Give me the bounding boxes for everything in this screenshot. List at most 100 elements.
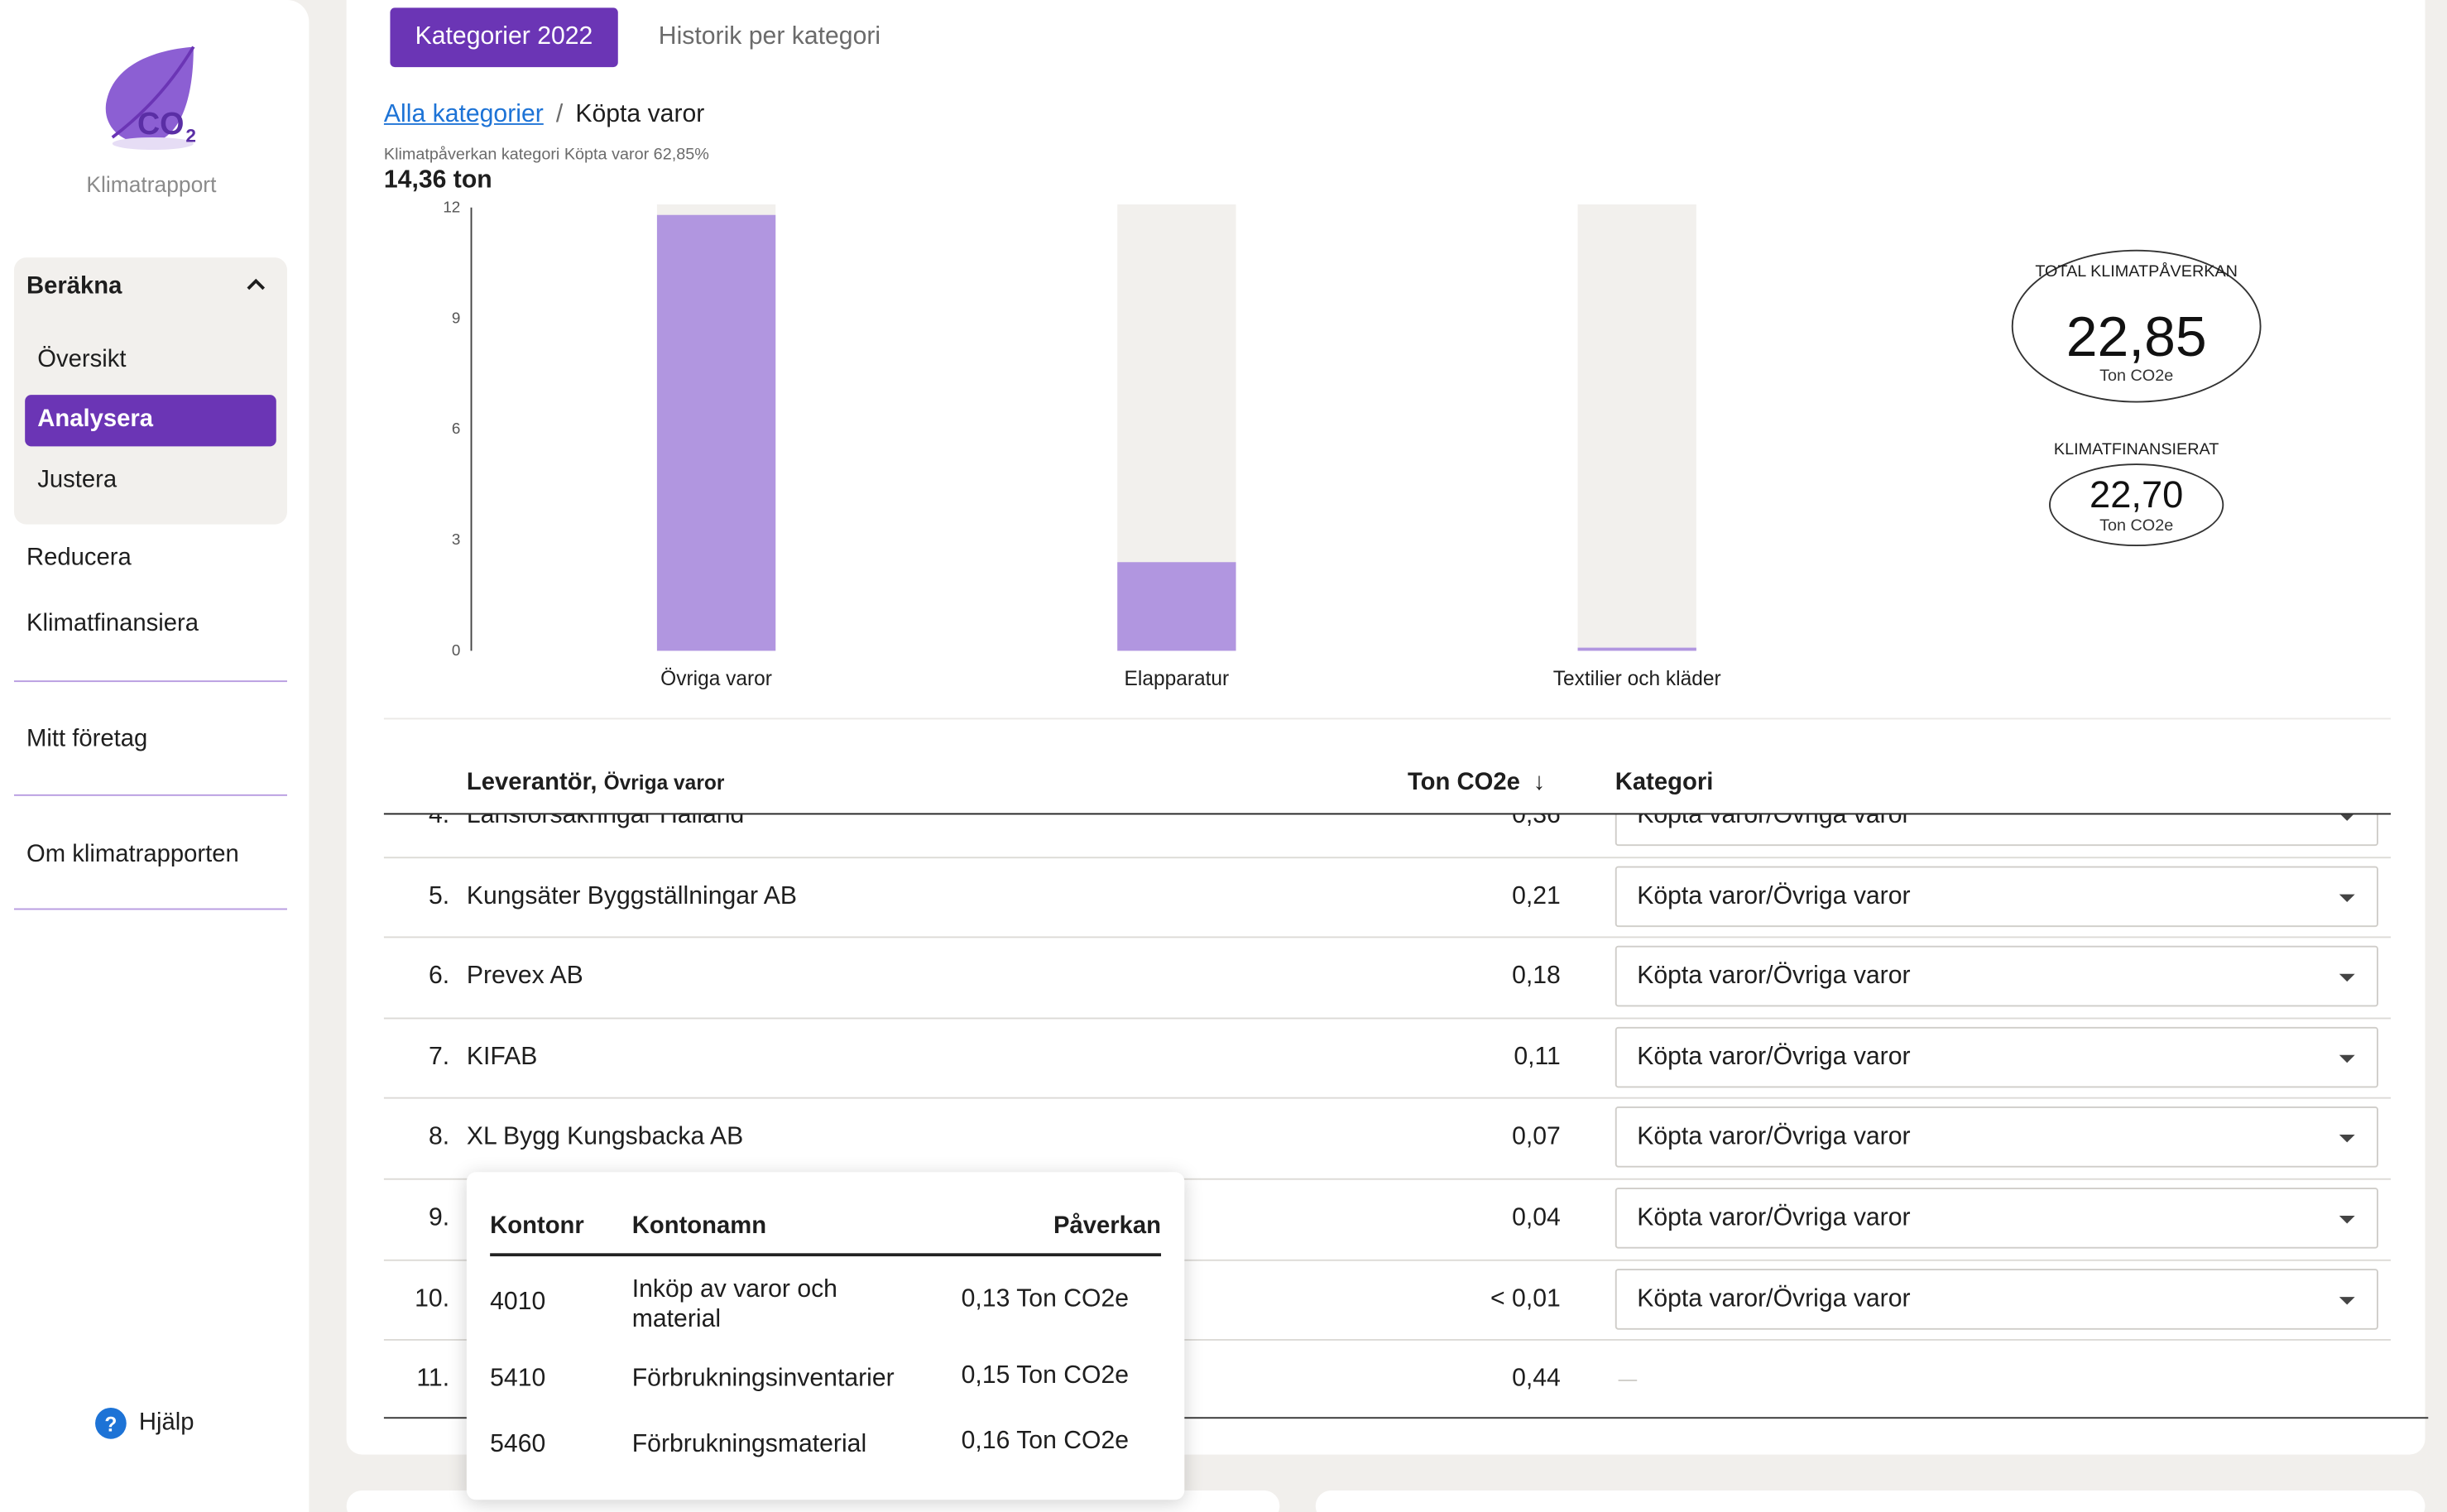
- co2-value: 0,18: [1512, 962, 1561, 990]
- bar: [1577, 647, 1696, 651]
- co2-value: 0,44: [1512, 1366, 1561, 1393]
- breadcrumb: Alla kategorier / Köpta varor: [384, 102, 704, 130]
- svg-text:CO: CO: [137, 106, 185, 141]
- sidebar-divider: [13, 908, 287, 910]
- chevron-up-icon[interactable]: [243, 273, 268, 298]
- climate-financed-badge: 22,70 Ton CO2e: [2049, 463, 2224, 547]
- row-divider: [383, 936, 2392, 938]
- dropdown-caret-icon: [2339, 814, 2355, 821]
- supplier-name: KIFAB: [466, 1044, 538, 1071]
- column-header-supplier-label: Leverantör,: [466, 769, 597, 796]
- category-select-value: Köpta varor/Övriga varor: [1637, 1204, 1911, 1231]
- row-divider: [383, 1178, 2392, 1180]
- row-number: 10.: [415, 1285, 450, 1313]
- help-label: Hjälp: [138, 1409, 194, 1436]
- total-impact-badge: TOTAL KLIMATPÅVERKAN 22,85 Ton CO2e: [2011, 249, 2262, 403]
- total-impact-value: 22,85: [2066, 304, 2207, 369]
- column-header-value[interactable]: Ton CO2e ↓: [1408, 770, 1545, 798]
- breadcrumb-link-alla-kategorier[interactable]: Alla kategorier: [383, 101, 544, 128]
- sidebar-group-berakna: Beräkna Översikt Analysera Justera: [13, 257, 287, 525]
- category-select-value: Köpta varor/Övriga varor: [1637, 1124, 1911, 1151]
- chart-total: 14,36 ton: [383, 166, 492, 194]
- supplier-name: XL Bygg Kungsbacka AB: [466, 1124, 744, 1151]
- row-divider: [383, 856, 2392, 858]
- bar: [1117, 562, 1236, 651]
- y-tick-label: 3: [452, 530, 460, 548]
- popover-impact: 0,15 Ton CO2e: [961, 1362, 1130, 1390]
- category-select[interactable]: Köpta varor/Övriga varor: [1615, 1268, 2378, 1329]
- app-name: Klimatrapport: [86, 171, 217, 197]
- sidebar-item-klimatfinansiera[interactable]: Klimatfinansiera: [26, 610, 199, 637]
- tab-kategorier-2022[interactable]: Kategorier 2022: [390, 7, 618, 68]
- category-select-value: Köpta varor/Övriga varor: [1637, 962, 1911, 990]
- popover-account-name: Förbrukningsinventarier: [631, 1366, 895, 1393]
- total-impact-label: TOTAL KLIMATPÅVERKAN: [2035, 262, 2238, 281]
- sidebar-group-title[interactable]: Beräkna: [26, 273, 122, 300]
- sidebar-item-mitt-foretag[interactable]: Mitt företag: [26, 725, 148, 752]
- sidebar-item-analysera[interactable]: Analysera: [25, 395, 276, 447]
- row-divider: [383, 1097, 2392, 1100]
- row-number: 4.: [428, 802, 450, 829]
- category-select[interactable]: Köpta varor/Övriga varor: [1615, 865, 2378, 927]
- co2-value: 0,21: [1512, 882, 1561, 910]
- row-number: 5.: [428, 882, 450, 910]
- y-tick-label: 6: [452, 420, 460, 437]
- dropdown-caret-icon: [2339, 1296, 2355, 1304]
- category-select-value: Köpta varor/Övriga varor: [1637, 802, 1911, 829]
- popover-account-no: 5410: [490, 1366, 546, 1393]
- help-question-icon: ?: [95, 1407, 127, 1439]
- row-number: 6.: [428, 962, 450, 990]
- category-select-value: Köpta varor/Övriga varor: [1637, 882, 1911, 910]
- sidebar-item-reducera[interactable]: Reducera: [26, 545, 132, 572]
- x-category-label: Elapparatur: [1125, 668, 1230, 690]
- supplier-name: Länsförsäkringar Halland: [466, 802, 745, 829]
- row-number: 8.: [428, 1124, 450, 1151]
- supplier-name: Kungsäter Byggställningar AB: [466, 882, 798, 910]
- dropdown-caret-icon: [2339, 1216, 2355, 1224]
- tab-historik-per-kategori[interactable]: Historik per kategori: [658, 23, 881, 50]
- category-select[interactable]: Köpta varor/Övriga varor: [1615, 802, 2378, 847]
- sidebar: CO 2 Klimatrapport Beräkna Översikt Anal…: [0, 0, 309, 1512]
- bar-track: [1577, 204, 1696, 651]
- row-divider: [383, 1017, 2392, 1020]
- table-bottom-border: [383, 1417, 2429, 1419]
- dropdown-caret-icon: [2339, 974, 2355, 982]
- section-divider: [383, 718, 2392, 720]
- popover-header-account-name: Kontonamn: [631, 1212, 767, 1240]
- popover-account-name: Förbrukningsmaterial: [631, 1431, 867, 1458]
- popover-impact: 0,16 Ton CO2e: [961, 1428, 1130, 1455]
- column-header-category[interactable]: Kategori: [1615, 769, 1714, 796]
- chart-subtitle: Klimatpåverkan kategori Köpta varor 62,8…: [383, 145, 709, 165]
- table-header-divider: [383, 813, 2392, 815]
- sidebar-divider: [13, 680, 287, 683]
- category-select[interactable]: Köpta varor/Övriga varor: [1615, 1188, 2378, 1249]
- co2-value: 0,36: [1512, 802, 1561, 829]
- column-header-supplier-sub: Övriga varor: [603, 770, 725, 794]
- popover-account-no: 4010: [490, 1289, 546, 1316]
- category-select[interactable]: Köpta varor/Övriga varor: [1615, 946, 2378, 1007]
- row-number: 7.: [428, 1044, 450, 1071]
- sidebar-item-oversikt[interactable]: Översikt: [37, 346, 127, 373]
- climate-financed-label: KLIMATFINANSIERAT: [2053, 439, 2219, 459]
- empty-category-dash: [1618, 1380, 1638, 1382]
- sidebar-item-om-klimatrapporten[interactable]: Om klimatrapporten: [26, 841, 239, 868]
- y-tick-label: 9: [452, 309, 460, 326]
- x-category-label: Övriga varor: [660, 668, 772, 690]
- column-header-supplier[interactable]: Leverantör, Övriga varor: [467, 770, 725, 798]
- popover-account-name: Inköp av varor och material: [631, 1276, 837, 1333]
- popover-header-divider: [490, 1253, 1162, 1256]
- total-impact-unit: Ton CO2e: [2099, 367, 2174, 386]
- category-select-value: Köpta varor/Övriga varor: [1637, 1285, 1911, 1313]
- category-select[interactable]: Köpta varor/Övriga varor: [1615, 1106, 2378, 1169]
- help-link[interactable]: ? Hjälp: [95, 1407, 194, 1439]
- climate-financed-unit: Ton CO2e: [2099, 516, 2174, 535]
- category-select[interactable]: Köpta varor/Övriga varor: [1615, 1026, 2378, 1088]
- dropdown-caret-icon: [2339, 893, 2355, 902]
- sidebar-item-justera[interactable]: Justera: [37, 466, 118, 493]
- breadcrumb-separator: /: [555, 101, 564, 128]
- sort-arrow-down-icon: ↓: [1533, 769, 1546, 796]
- row-divider: [383, 1339, 2392, 1342]
- y-tick-label: 0: [452, 641, 460, 659]
- account-breakdown-popover: Kontonr Kontonamn Påverkan 4010 Inköp av…: [466, 1172, 1185, 1500]
